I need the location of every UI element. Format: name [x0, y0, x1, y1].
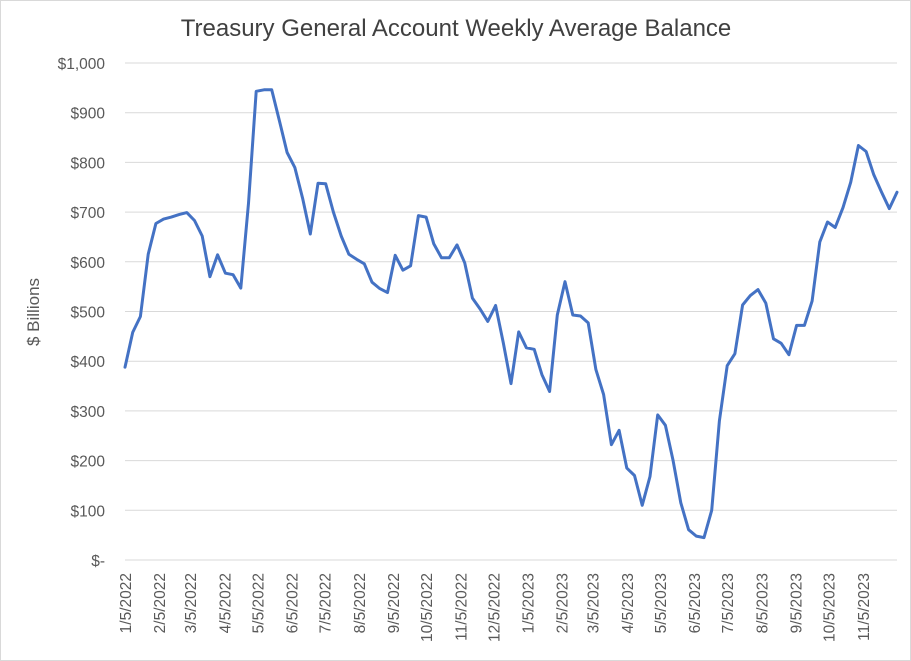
y-tick-label: $500	[71, 305, 106, 322]
y-tick-label: $300	[71, 404, 106, 421]
x-tick-label: 10/5/2022	[419, 573, 436, 642]
x-tick-label: 1/5/2022	[118, 573, 135, 633]
x-tick-label: 3/5/2023	[586, 573, 603, 633]
x-tick-label: 9/5/2023	[789, 573, 806, 633]
y-tick-label: $900	[71, 106, 106, 123]
y-axis-ticks: $- $100 $200 $300 $400 $500 $600 $700 $800 $900 $1…	[58, 56, 106, 570]
y-tick-label: $600	[71, 255, 106, 272]
y-tick-label: $400	[71, 354, 106, 371]
series-line	[123, 88, 899, 540]
x-tick-label: 11/5/2023	[856, 573, 873, 641]
x-tick-label: 9/5/2022	[386, 573, 403, 633]
series-layer	[123, 88, 899, 540]
x-tick-label: 2/5/2023	[555, 573, 572, 633]
y-tick-label: $100	[71, 503, 106, 520]
x-tick-label: 8/5/2022	[352, 573, 369, 633]
x-tick-label: 4/5/2022	[217, 573, 234, 633]
x-tick-label: 2/5/2022	[152, 573, 169, 633]
x-tick-label: 11/5/2022	[453, 573, 470, 641]
x-tick-label: 7/5/2022	[318, 573, 335, 633]
gridlines	[125, 62, 897, 561]
x-tick-label: 4/5/2023	[620, 573, 637, 633]
y-tick-label: $-	[91, 553, 105, 570]
x-tick-label: 3/5/2022	[183, 573, 200, 633]
x-tick-label: 5/5/2022	[250, 573, 267, 633]
x-tick-label: 6/5/2022	[285, 573, 302, 633]
x-tick-label: 8/5/2023	[754, 573, 771, 633]
x-tick-label: 10/5/2023	[822, 573, 839, 642]
x-tick-label: 1/5/2023	[521, 573, 538, 633]
x-tick-label: 7/5/2023	[720, 573, 737, 633]
y-tick-label: $700	[71, 205, 106, 222]
x-tick-label: 6/5/2023	[687, 573, 704, 633]
x-tick-label: 5/5/2023	[653, 573, 670, 633]
y-axis-label: $ Billions	[24, 278, 43, 346]
x-tick-label: 12/5/2022	[486, 573, 503, 642]
x-axis-ticks: 1/5/2022 2/5/2022 3/5/2022 4/5/2022 5/5/2022…	[118, 573, 873, 642]
y-tick-label: $200	[71, 454, 106, 471]
y-tick-label: $800	[71, 155, 106, 172]
chart-title: Treasury General Account Weekly Average …	[181, 15, 732, 42]
y-tick-label: $1,000	[58, 56, 106, 73]
